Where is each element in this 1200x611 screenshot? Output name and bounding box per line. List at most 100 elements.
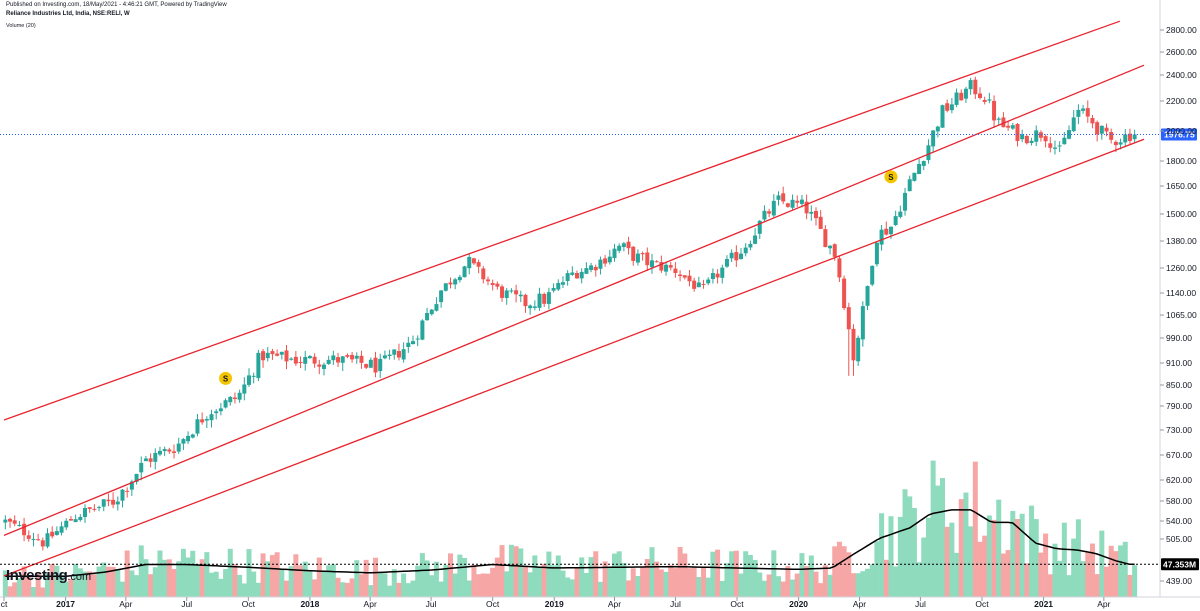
candle [1104,123,1109,137]
y-tick-label: 1500.00 [1166,209,1197,219]
volume-bar [696,577,702,597]
candle [22,517,27,542]
candle-body [809,211,814,214]
candle [565,270,570,286]
volume-bar [1043,533,1049,597]
candle [256,349,261,382]
candle-body [289,358,294,360]
candle [139,456,144,481]
candle-body [448,282,453,285]
candle-body [293,356,298,364]
candle [12,515,17,527]
volume-bar [40,587,46,597]
volume-bar [288,566,294,597]
candle-body [715,273,720,278]
x-tick-label: 2018 [300,599,319,609]
candle [45,528,50,549]
candle-body [350,354,355,360]
volume-bar [799,553,805,597]
volume-bar [59,575,65,597]
candle [771,194,776,218]
candle-body [612,248,617,259]
candle [537,287,542,311]
candle [982,96,987,105]
time-axis[interactable]: ct 2017 Apr Jul Oct 2018 Apr Jul Oct 2019 Apr Jul Oc… [0,596,1200,609]
volume-bar [893,566,899,597]
candle-body [45,533,50,547]
candle-body [204,419,209,421]
volume-bar [302,561,308,597]
candle [748,240,753,251]
volume-bar [907,496,913,597]
candle [879,224,884,251]
volume-bar [626,580,632,597]
investing-logo[interactable]: Investing .com [6,567,91,585]
volume-bar [419,553,425,597]
volume-bar [963,492,969,597]
volume-bar [1024,563,1030,597]
volume-bar [841,546,847,597]
volume-bar [1000,553,1006,597]
volume-bar [611,553,617,597]
candle [790,194,795,211]
candle [495,281,500,290]
candle-body [856,337,861,362]
candle-body [509,290,514,292]
candle-body [17,524,22,526]
volume-bar [110,566,116,597]
candle [172,444,177,459]
candle [97,505,102,512]
candle [968,77,973,95]
volume-bar [35,572,41,597]
candle-body [607,256,612,263]
candle [701,279,706,289]
x-tick-label: 2019 [545,599,564,609]
price-axis[interactable]: 439.00 505.00 540.00 580.00 620.00 670.00 730.… [1159,0,1197,597]
volume-value: 47.353M [1163,559,1196,569]
candle-body [584,268,589,274]
volume-bar [865,568,871,597]
candle [570,266,575,276]
candle [181,438,186,451]
volume-bar [705,577,711,597]
candle [556,279,561,292]
volume-bar [560,570,566,597]
x-tick-label: Apr [608,599,621,609]
volume-bar [518,548,524,597]
candle [977,87,982,100]
candle [1006,121,1011,131]
candle-body [706,279,711,284]
candle [120,488,125,508]
volume-bar [855,573,861,597]
candle [115,496,120,511]
candle [1010,122,1015,130]
candle [926,139,931,164]
candle [696,276,701,288]
candle [345,353,350,359]
candle-body [73,519,78,523]
candle-body [1057,145,1062,147]
candle-body [378,358,383,372]
candle-body [664,264,669,272]
volume-bar [358,574,364,597]
candle [654,260,659,263]
volume-bar [148,574,154,597]
candle-body [724,258,729,267]
candle-body [762,210,767,220]
volume-bar [7,586,13,597]
candle [303,350,308,371]
candle [823,225,828,248]
y-tick-label: 2600.00 [1166,47,1197,57]
volume-bar [373,557,379,597]
volume-bar [794,573,800,597]
candle [1048,136,1053,153]
volume-bar [850,573,856,597]
candle-body [434,304,439,311]
candle [743,242,748,257]
volume-bar [602,561,608,597]
y-tick-label: 439.00 [1166,576,1192,586]
candle-body [987,99,992,101]
candle [82,504,87,523]
volume-bar [925,517,931,597]
